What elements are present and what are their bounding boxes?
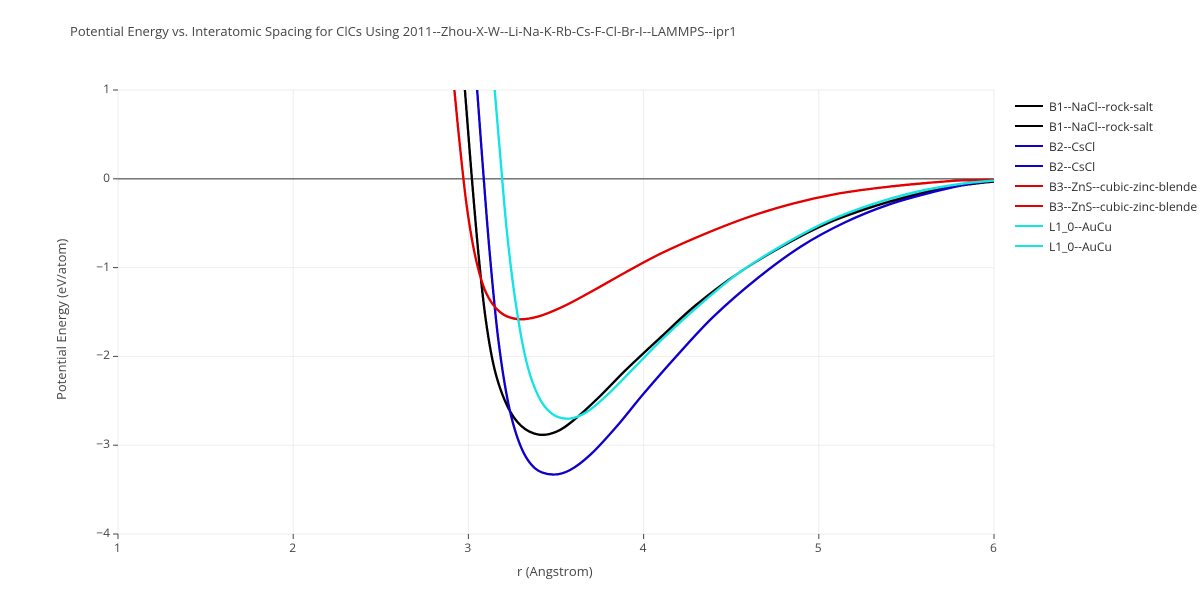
legend-label: L1_0--AuCu — [1049, 238, 1112, 255]
legend[interactable]: B1--NaCl--rock-salt B1--NaCl--rock-salt B2… — [1015, 96, 1197, 256]
legend-swatch — [1015, 245, 1043, 247]
chart-root: Potential Energy vs. Interatomic Spacing… — [0, 0, 1200, 600]
legend-label: B1--NaCl--rock-salt — [1049, 98, 1153, 115]
x-tick-label: 5 — [815, 542, 822, 554]
plot-area[interactable] — [118, 90, 994, 534]
legend-item[interactable]: L1_0--AuCu — [1015, 216, 1197, 236]
legend-label: B3--ZnS--cubic-zinc-blende — [1049, 198, 1197, 215]
x-axis-label: r (Angstrom) — [517, 562, 593, 580]
legend-item[interactable]: B1--NaCl--rock-salt — [1015, 116, 1197, 136]
legend-swatch — [1015, 105, 1043, 107]
y-tick-label: −4 — [80, 527, 110, 539]
legend-item[interactable]: L1_0--AuCu — [1015, 236, 1197, 256]
legend-label: B3--ZnS--cubic-zinc-blende — [1049, 178, 1197, 195]
x-tick-label: 3 — [464, 542, 471, 554]
y-axis-label: Potential Energy (eV/atom) — [52, 239, 70, 400]
y-tick-label: 0 — [80, 172, 110, 184]
x-tick-label: 1 — [114, 542, 121, 554]
legend-label: B2--CsCl — [1049, 138, 1095, 155]
legend-item[interactable]: B2--CsCl — [1015, 136, 1197, 156]
legend-swatch — [1015, 145, 1043, 147]
legend-swatch — [1015, 165, 1043, 167]
legend-item[interactable]: B1--NaCl--rock-salt — [1015, 96, 1197, 116]
legend-swatch — [1015, 185, 1043, 187]
legend-item[interactable]: B2--CsCl — [1015, 156, 1197, 176]
legend-item[interactable]: B3--ZnS--cubic-zinc-blende — [1015, 196, 1197, 216]
x-tick-label: 6 — [990, 542, 997, 554]
y-tick-label: −1 — [80, 261, 110, 273]
x-tick-label: 2 — [289, 542, 296, 554]
chart-title: Potential Energy vs. Interatomic Spacing… — [70, 22, 737, 40]
y-tick-label: −3 — [80, 438, 110, 450]
legend-label: L1_0--AuCu — [1049, 218, 1112, 235]
legend-item[interactable]: B3--ZnS--cubic-zinc-blende — [1015, 176, 1197, 196]
legend-swatch — [1015, 205, 1043, 207]
legend-label: B2--CsCl — [1049, 158, 1095, 175]
x-tick-label: 4 — [640, 542, 647, 554]
legend-swatch — [1015, 225, 1043, 227]
legend-swatch — [1015, 125, 1043, 127]
legend-label: B1--NaCl--rock-salt — [1049, 118, 1153, 135]
y-tick-label: 1 — [80, 83, 110, 95]
y-tick-label: −2 — [80, 349, 110, 361]
